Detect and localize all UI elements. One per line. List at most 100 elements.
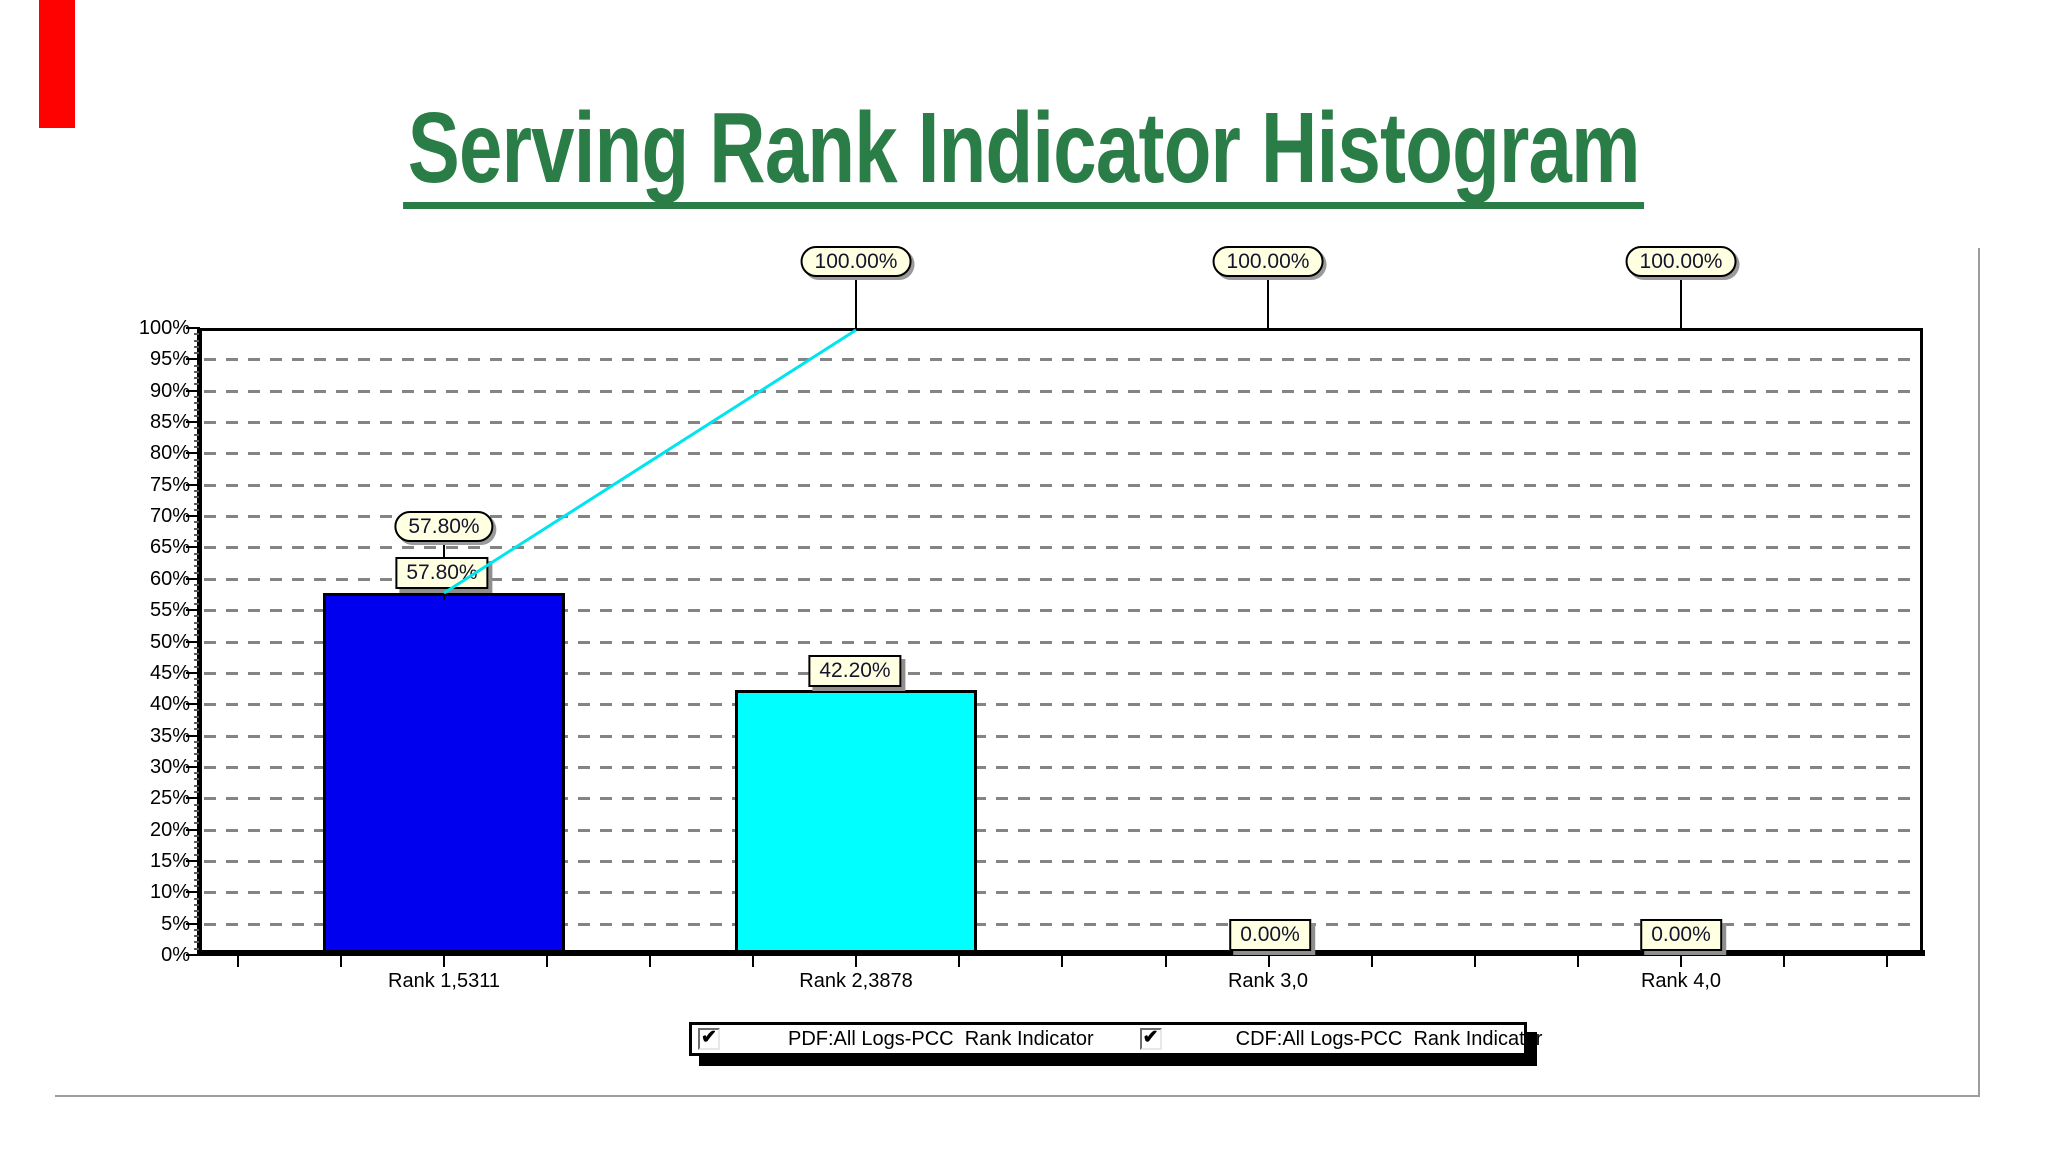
gridline (204, 735, 1918, 738)
y-axis-tick (186, 452, 200, 454)
y-axis-label: 95% (149, 348, 190, 370)
legend-label-cdf: CDF:All Logs-PCC Rank Indicator (1235, 1027, 1543, 1050)
x-axis-tick (1474, 956, 1476, 967)
x-axis-tick (340, 956, 342, 967)
legend-checkbox-cdf[interactable]: ✔ (1139, 1027, 1162, 1050)
y-axis-minor-tick (194, 948, 199, 950)
y-axis-minor-tick (194, 810, 199, 812)
legend: ✔ PDF:All Logs-PCC Rank Indicator ✔ CDF:… (689, 1022, 1542, 1056)
pdf-value-label: 42.20% (808, 655, 902, 687)
y-axis-tick (186, 578, 200, 580)
y-axis-minor-tick (194, 691, 199, 693)
x-axis-tick (237, 956, 239, 967)
title-wrap: Serving Rank Indicator Histogram (0, 96, 2048, 209)
gridline (204, 923, 1918, 926)
y-axis-label: 45% (149, 662, 190, 684)
checkmark-icon: ✔ (701, 1027, 717, 1048)
y-axis-tick (186, 891, 200, 893)
pdf-value-label: 57.80% (395, 557, 489, 589)
y-axis-minor-tick (194, 753, 199, 755)
y-axis-label: 25% (149, 787, 190, 809)
x-axis-tick (1680, 956, 1682, 967)
y-axis-minor-tick (194, 841, 199, 843)
y-axis-minor-tick (194, 622, 199, 624)
y-axis-minor-tick (194, 346, 199, 348)
x-axis-label: Rank 1,5311 (388, 970, 500, 992)
y-axis-minor-tick (194, 615, 199, 617)
x-axis-tick (1371, 956, 1373, 967)
y-axis-tick (186, 484, 200, 486)
y-axis-minor-tick (194, 634, 199, 636)
y-axis-minor-tick (194, 653, 199, 655)
gridline (204, 891, 1918, 894)
y-axis-minor-tick (194, 847, 199, 849)
balloon-stem (1267, 277, 1269, 330)
y-axis-minor-tick (194, 678, 199, 680)
y-axis-tick (186, 421, 200, 423)
y-axis-minor-tick (194, 935, 199, 937)
y-axis-tick (186, 829, 200, 831)
gridline (204, 609, 1918, 612)
y-axis-minor-tick (194, 741, 199, 743)
y-axis-minor-tick (194, 471, 199, 473)
y-axis-minor-tick (194, 371, 199, 373)
x-axis-tick (752, 956, 754, 967)
y-axis-minor-tick (194, 716, 199, 718)
gridline (204, 860, 1918, 863)
checkmark-icon: ✔ (1142, 1027, 1159, 1048)
x-axis-tick (1268, 956, 1270, 967)
y-axis-minor-tick (194, 659, 199, 661)
panel-right-edge (1978, 248, 1980, 1097)
y-axis-minor-tick (194, 879, 199, 881)
y-axis-minor-tick (194, 866, 199, 868)
y-axis-minor-tick (194, 709, 199, 711)
pdf-bar (735, 690, 977, 955)
y-axis-minor-tick (194, 816, 199, 818)
y-axis-minor-tick (194, 778, 199, 780)
y-axis-label: 75% (149, 474, 190, 496)
y-axis-tick (186, 390, 200, 392)
y-axis-minor-tick (194, 728, 199, 730)
cdf-balloon: 57.80% (394, 511, 494, 542)
y-axis-label: 65% (149, 536, 190, 558)
y-axis-label: 50% (149, 631, 190, 653)
y-axis-label: 0% (161, 944, 190, 966)
y-axis-tick (186, 327, 200, 329)
y-axis-minor-tick (194, 477, 199, 479)
x-axis-tick (1886, 956, 1888, 967)
y-axis-minor-tick (194, 760, 199, 762)
y-axis-minor-tick (194, 540, 199, 542)
y-axis-label: 70% (149, 505, 190, 527)
y-axis-label: 15% (149, 850, 190, 872)
y-axis-minor-tick (194, 565, 199, 567)
y-axis-minor-tick (194, 415, 199, 417)
y-axis-minor-tick (194, 872, 199, 874)
y-axis-minor-tick (194, 503, 199, 505)
cdf-balloon: 100.00% (1625, 246, 1737, 277)
y-axis-tick (186, 923, 200, 925)
y-axis-minor-tick (194, 597, 199, 599)
y-axis-minor-tick (194, 465, 199, 467)
y-axis-label: 85% (149, 411, 190, 433)
plot-border-right (1920, 328, 1923, 955)
y-axis-minor-tick (194, 697, 199, 699)
y-axis-minor-tick (194, 590, 199, 592)
y-axis-minor-tick (194, 822, 199, 824)
legend-checkbox-pdf[interactable]: ✔ (698, 1027, 720, 1050)
y-axis-minor-tick (194, 772, 199, 774)
panel-bottom-edge (55, 1095, 1980, 1097)
y-axis-minor-tick (194, 440, 199, 442)
y-axis-minor-tick (194, 340, 199, 342)
gridline (204, 515, 1918, 518)
y-axis-label: 80% (149, 442, 190, 464)
y-axis-minor-tick (194, 383, 199, 385)
y-axis-minor-tick (194, 647, 199, 649)
x-axis-tick (1061, 956, 1063, 967)
plot-border-top (200, 328, 1923, 331)
y-axis-minor-tick (194, 885, 199, 887)
y-axis-minor-tick (194, 434, 199, 436)
y-axis-tick (186, 609, 200, 611)
y-axis-minor-tick (194, 559, 199, 561)
y-axis-tick (186, 703, 200, 705)
y-axis-label: 60% (149, 568, 190, 590)
